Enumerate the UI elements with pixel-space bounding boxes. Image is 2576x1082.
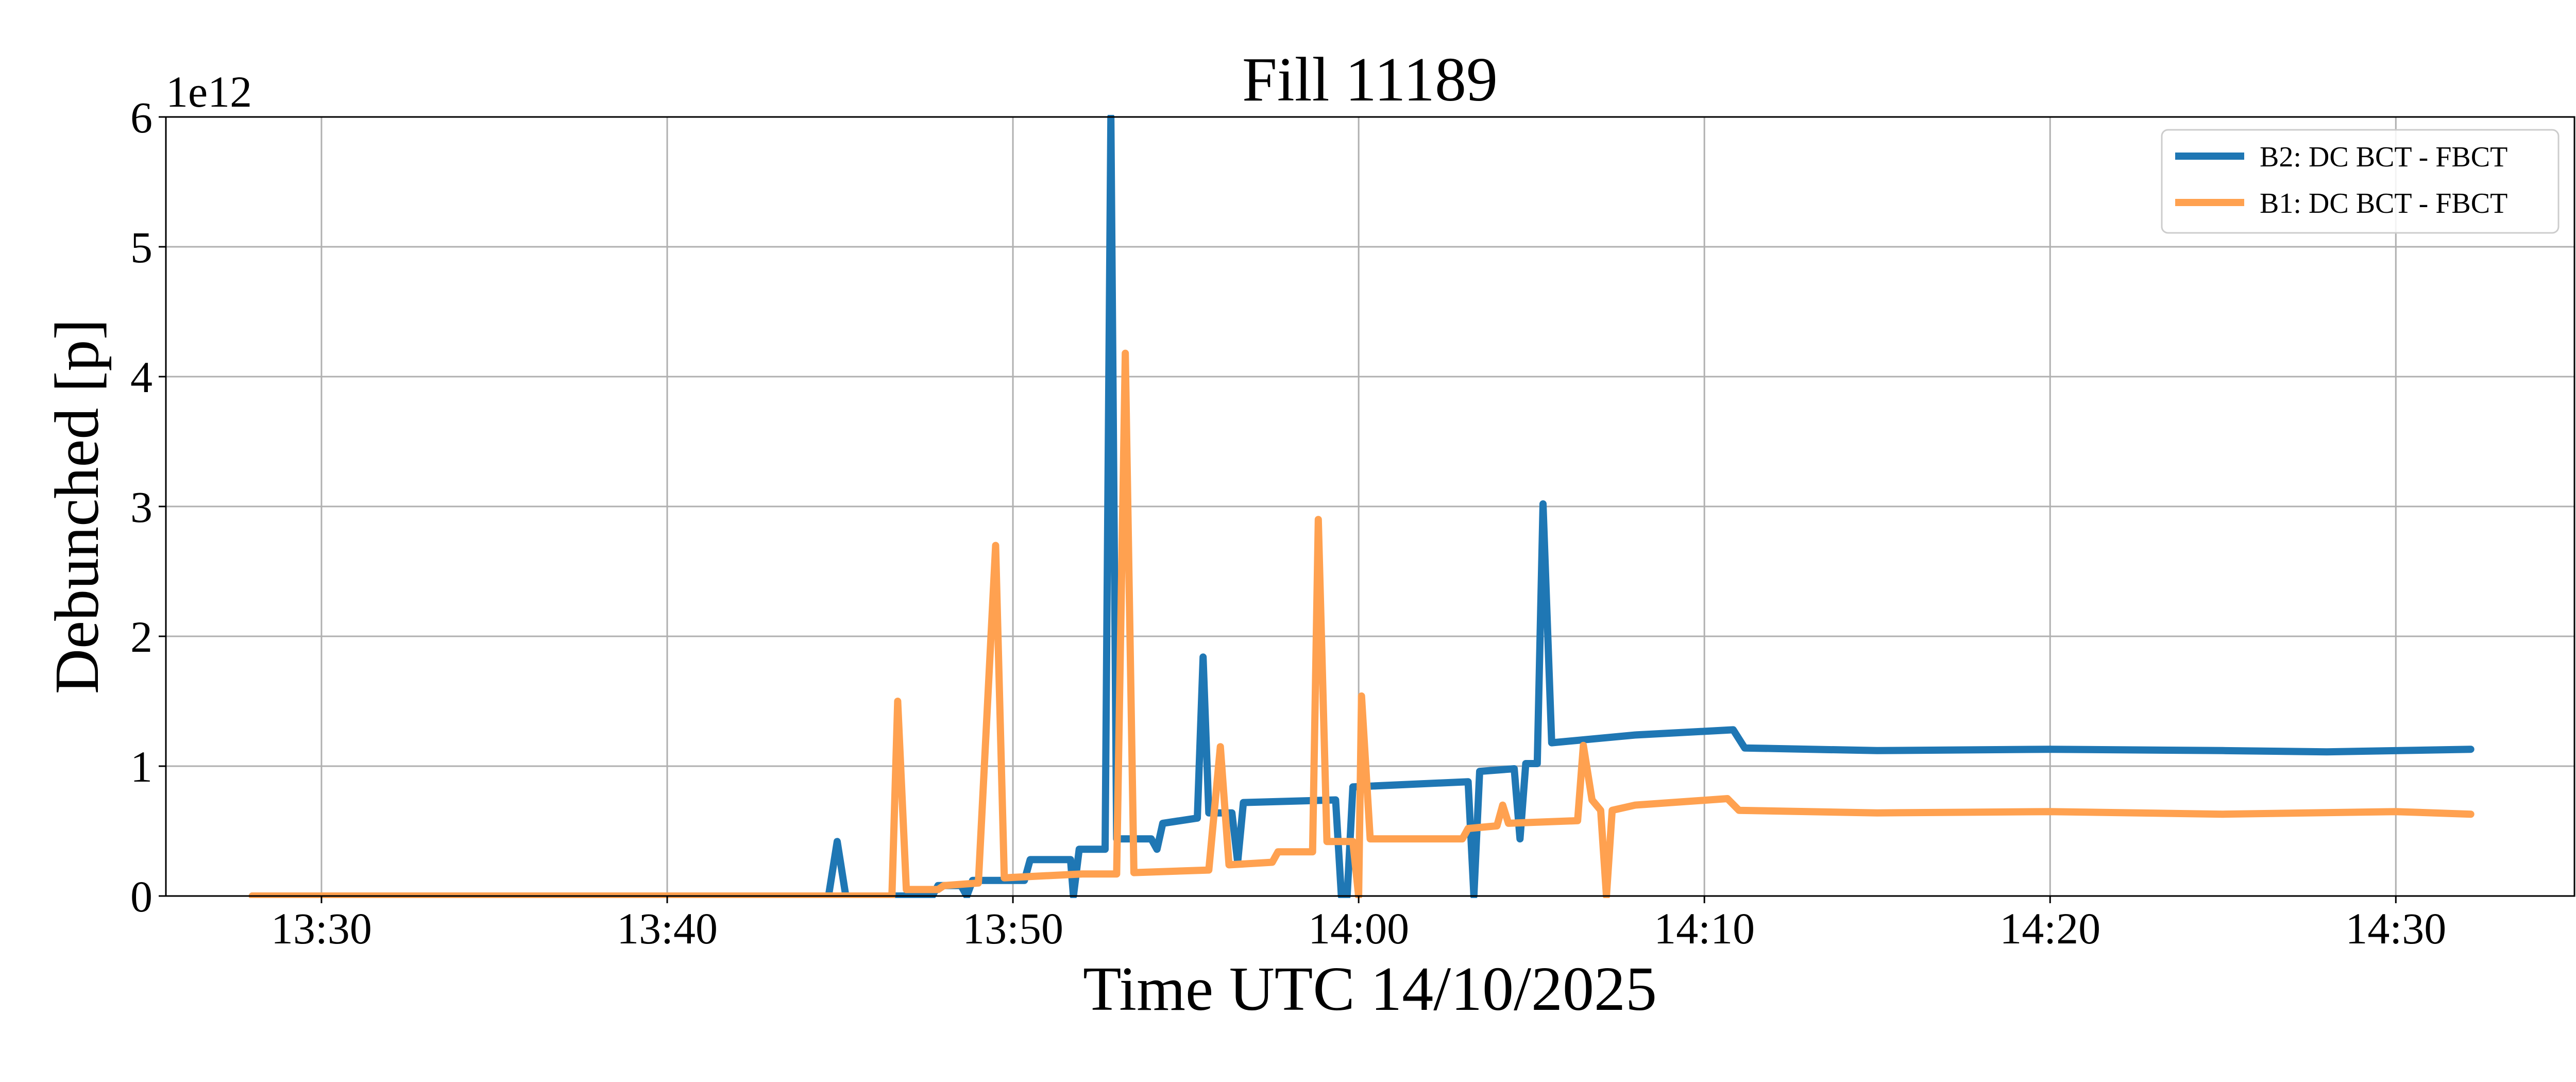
y-tick-label: 5 (130, 223, 152, 272)
y-tick-label: 4 (130, 352, 152, 402)
x-tick-label: 13:50 (962, 904, 1063, 953)
y-offset-label: 1e12 (166, 67, 252, 116)
x-tick-label: 13:40 (617, 904, 718, 953)
series-lines (248, 115, 2475, 898)
y-axis-label: Debunched [p] (42, 319, 112, 694)
series-line-b1 (248, 349, 2475, 898)
x-tick-label: 13:30 (271, 904, 372, 953)
y-tick-label: 6 (130, 93, 152, 142)
x-tick-label: 14:00 (1308, 904, 1409, 953)
x-tick-label: 14:10 (1654, 904, 1755, 953)
legend-label-b2: B2: DC BCT - FBCT (2260, 141, 2507, 173)
axis-ticks: 13:30 13:40 13:50 14:00 14:10 14:20 14:30 0 1 2 3 4… (130, 93, 2446, 953)
legend: B2: DC BCT - FBCT B1: DC BCT - FBCT (2161, 129, 2560, 234)
x-tick-label: 14:20 (1999, 904, 2100, 953)
x-axis-label: Time UTC 14/10/2025 (1083, 954, 1657, 1024)
y-tick-label: 1 (130, 742, 152, 791)
legend-label-b1: B1: DC BCT - FBCT (2260, 188, 2507, 219)
x-tick-label: 14:30 (2345, 904, 2446, 953)
y-tick-label: 2 (130, 612, 152, 662)
legend-box (2161, 129, 2560, 234)
y-tick-label: 0 (130, 872, 152, 921)
y-tick-label: 3 (130, 482, 152, 532)
chart-title: Fill 11189 (1242, 45, 1498, 114)
